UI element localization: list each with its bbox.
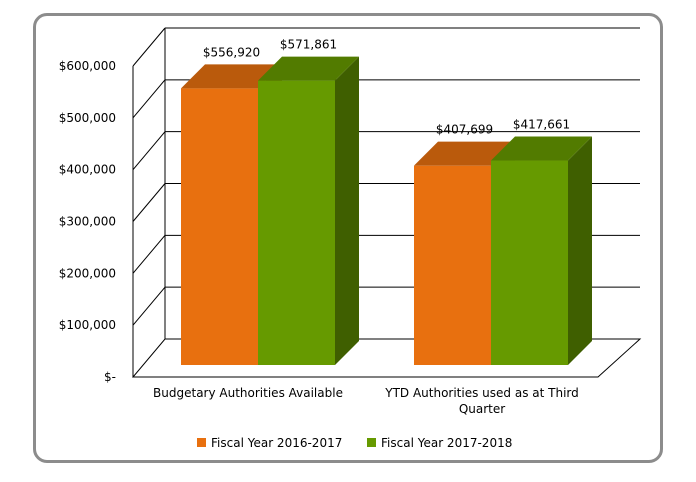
side-gridline [132,183,166,222]
y-tick-label: $600,000 [59,59,116,73]
data-label: $571,861 [280,38,337,52]
side-gridline [132,235,166,274]
side-gridline [132,286,166,326]
data-label: $417,661 [513,118,570,132]
bar-top [181,64,282,89]
y-tick-label: $400,000 [59,163,116,177]
bar [258,80,335,365]
side-gridline [132,131,166,170]
x-tick-label: Quarter [459,402,505,416]
legend-swatch [197,438,206,447]
bar-top [491,136,592,161]
y-tick-label: $500,000 [59,111,116,125]
bar-side [568,136,592,365]
bar-side [335,56,359,365]
data-label: $556,920 [203,45,260,59]
legend-label: Fiscal Year 2016-2017 [211,436,342,450]
y-tick-label: $300,000 [59,215,116,229]
bar [491,160,568,365]
legend-label: Fiscal Year 2017-2018 [381,436,512,450]
legend-swatch [367,438,376,447]
bar [181,88,258,365]
bar-top [414,141,515,166]
bar-top [258,56,359,81]
bar [414,165,491,365]
side-gridline [132,79,166,119]
x-tick-label: YTD Authorities used as at Third [384,386,579,400]
y-tick-label: $- [104,370,116,384]
y-tick-label: $200,000 [59,266,116,280]
x-tick-label: Budgetary Authorities Available [153,386,343,400]
data-label: $407,699 [436,123,493,137]
y-tick-label: $100,000 [59,318,116,332]
side-gridline [132,27,166,67]
